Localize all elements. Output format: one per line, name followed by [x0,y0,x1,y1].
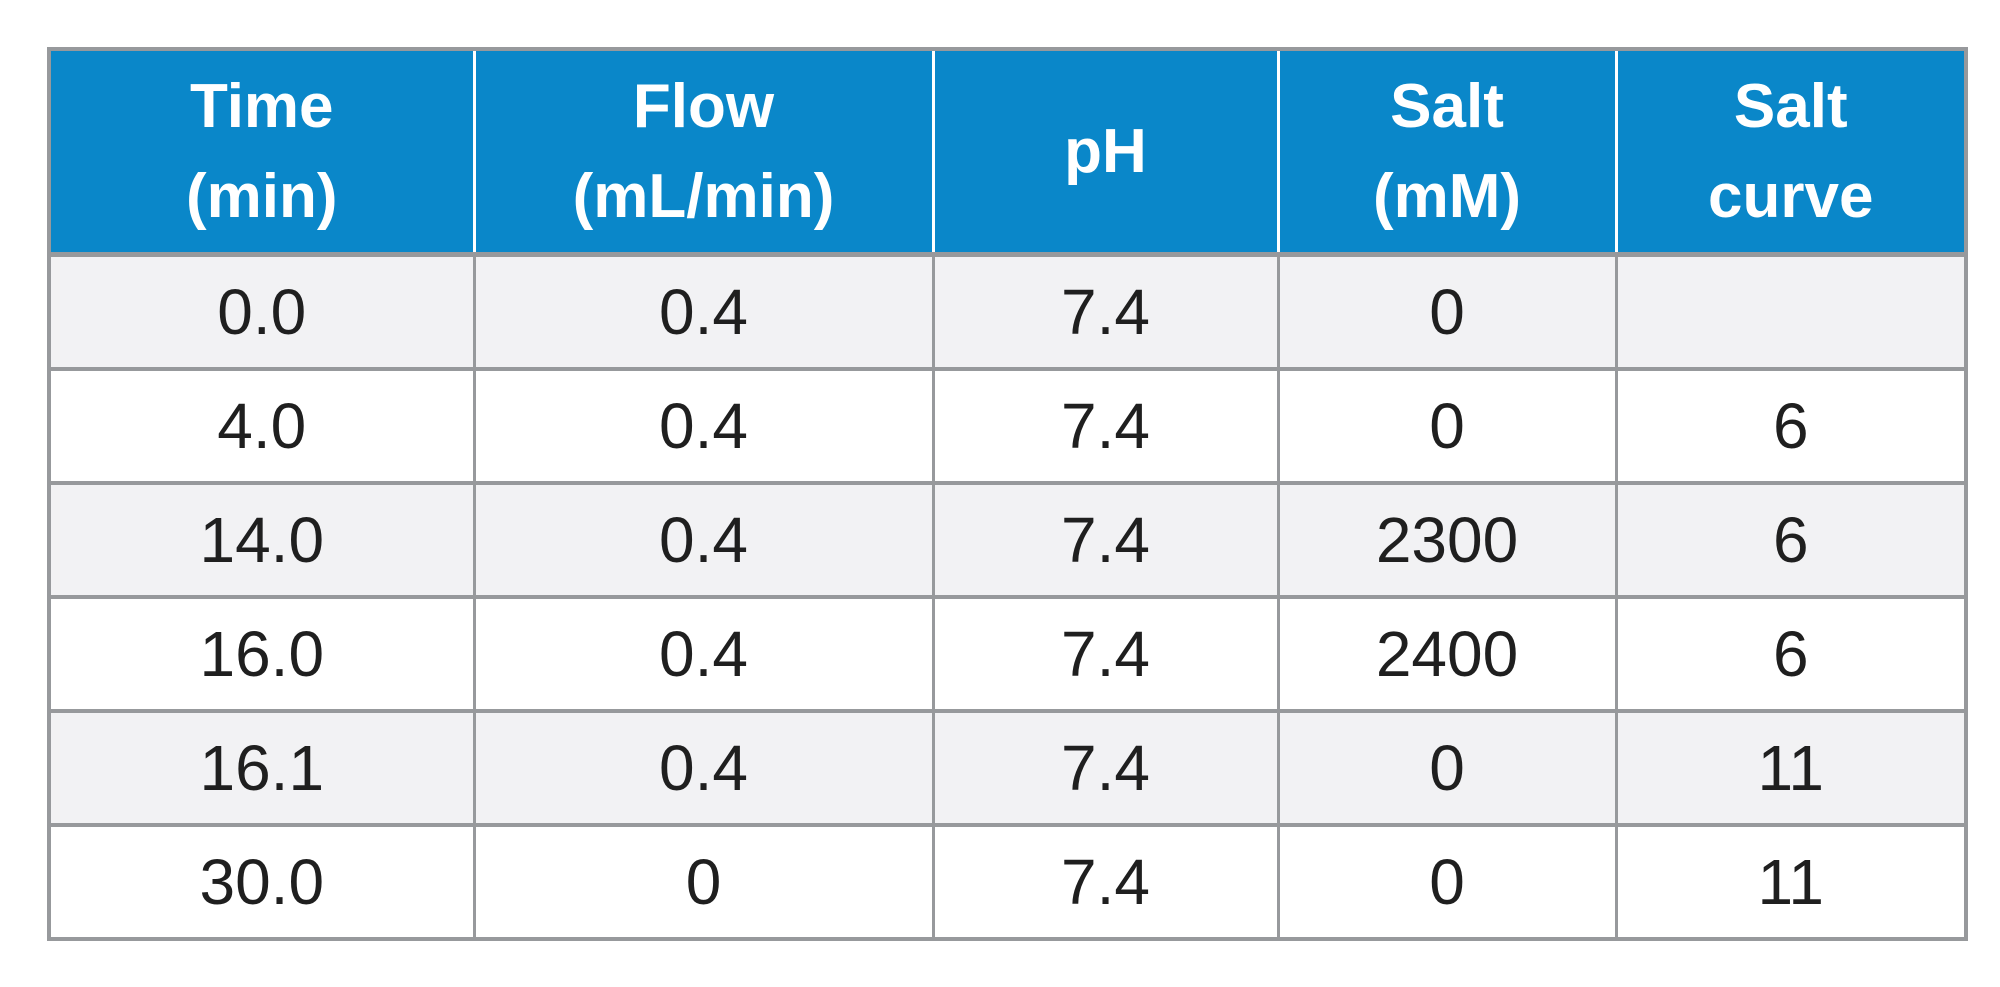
cell-salt: 0 [1276,252,1618,371]
column-header-salt-curve: Salt curve [1614,47,1968,257]
table-row: 14.0 0.4 7.4 2300 6 [47,481,1968,599]
cell-time: 30.0 [47,823,476,941]
cell-time: 14.0 [47,481,476,599]
cell-ph: 7.4 [931,595,1280,713]
table-row: 16.1 0.4 7.4 0 11 [47,709,1968,827]
cell-ph: 7.4 [931,252,1280,371]
cell-salt-curve: 11 [1614,709,1968,827]
column-header-flow: Flow (mL/min) [472,47,935,257]
table-row: 0.0 0.4 7.4 0 [47,252,1968,371]
cell-ph: 7.4 [931,367,1280,485]
column-header-ph-label: pH [1064,116,1147,186]
column-header-flow-label: Flow [632,71,775,141]
column-header-time-unit: (min) [185,161,338,231]
table-row: 30.0 0 7.4 0 11 [47,823,1968,941]
cell-salt: 2300 [1276,481,1618,599]
header-row: Time (min) Flow (mL/min) pH Salt (mM) Sa… [47,47,1968,257]
column-header-time: Time (min) [47,47,476,257]
cell-time: 0.0 [47,252,476,371]
column-header-salt-curve-unit: curve [1708,161,1874,231]
cell-flow: 0.4 [472,709,935,827]
column-header-ph: pH [931,47,1280,257]
cell-time: 16.1 [47,709,476,827]
cell-salt: 0 [1276,823,1618,941]
column-header-flow-unit: (mL/min) [572,161,835,231]
cell-flow: 0 [472,823,935,941]
column-header-salt-curve-label: Salt [1733,71,1848,141]
method-table-figure: Time (min) Flow (mL/min) pH Salt (mM) Sa… [47,47,1968,941]
gradient-method-table: Time (min) Flow (mL/min) pH Salt (mM) Sa… [47,47,1968,941]
table-row: 4.0 0.4 7.4 0 6 [47,367,1968,485]
cell-ph: 7.4 [931,709,1280,827]
cell-time: 16.0 [47,595,476,713]
cell-salt: 0 [1276,367,1618,485]
cell-salt-curve [1614,252,1968,371]
column-header-salt: Salt (mM) [1276,47,1618,257]
cell-flow: 0.4 [472,481,935,599]
column-header-salt-label: Salt [1390,71,1504,141]
cell-salt: 0 [1276,709,1618,827]
column-header-time-label: Time [189,71,334,141]
cell-flow: 0.4 [472,595,935,713]
cell-salt: 2400 [1276,595,1618,713]
column-header-salt-unit: (mM) [1372,161,1522,231]
cell-time: 4.0 [47,367,476,485]
cell-salt-curve: 6 [1614,367,1968,485]
table-row: 16.0 0.4 7.4 2400 6 [47,595,1968,713]
cell-salt-curve: 6 [1614,595,1968,713]
cell-ph: 7.4 [931,481,1280,599]
cell-ph: 7.4 [931,823,1280,941]
cell-salt-curve: 6 [1614,481,1968,599]
cell-flow: 0.4 [472,252,935,371]
cell-salt-curve: 11 [1614,823,1968,941]
cell-flow: 0.4 [472,367,935,485]
